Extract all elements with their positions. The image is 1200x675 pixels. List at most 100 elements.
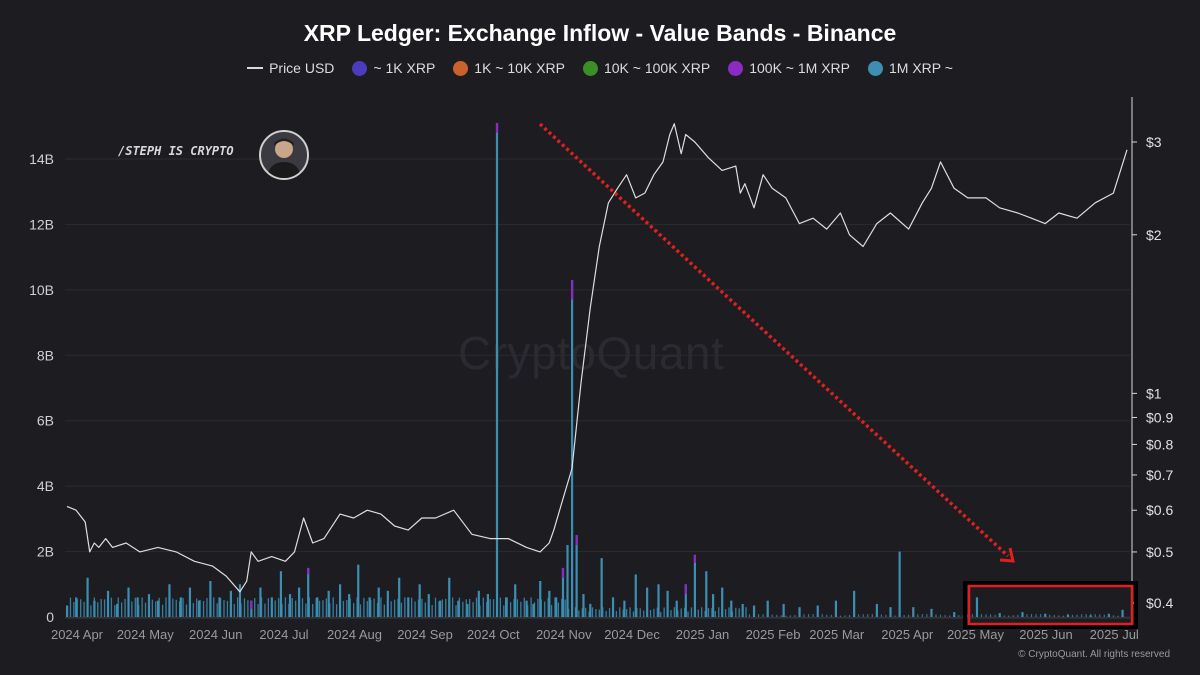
inflow-bar bbox=[994, 614, 996, 617]
inflow-bar bbox=[555, 597, 558, 617]
inflow-bar bbox=[525, 600, 528, 617]
inflow-bar bbox=[623, 600, 626, 617]
inflow-bar bbox=[465, 599, 467, 617]
inflow-bar bbox=[445, 598, 447, 617]
inflow-bar bbox=[277, 598, 280, 617]
inflow-bar bbox=[417, 599, 420, 617]
inflow-bar bbox=[885, 614, 887, 617]
inflow-bar bbox=[90, 605, 92, 617]
inflow-bar bbox=[295, 600, 297, 617]
inflow-bar bbox=[116, 603, 119, 617]
inflow-bar bbox=[880, 614, 882, 617]
inflow-bar bbox=[953, 615, 955, 617]
inflow-bar bbox=[550, 605, 553, 617]
inflow-bar bbox=[530, 597, 532, 617]
inflow-bar bbox=[472, 602, 474, 617]
inflow-bar-100k bbox=[561, 567, 565, 578]
copyright-footer: © CryptoQuant. All rights reserved bbox=[1018, 649, 1170, 660]
inflow-bar bbox=[495, 123, 499, 617]
inflow-bar bbox=[619, 607, 621, 617]
legend-item-1[interactable]: ~ 1K XRP bbox=[352, 60, 435, 76]
inflow-bar bbox=[418, 584, 421, 617]
inflow-bar bbox=[356, 597, 358, 617]
inflow-bar bbox=[1090, 614, 1092, 617]
inflow-bar bbox=[513, 599, 515, 617]
legend-item-4[interactable]: 100K ~ 1M XRP bbox=[728, 60, 850, 76]
inflow-bar bbox=[226, 600, 229, 617]
inflow-bar bbox=[199, 599, 201, 617]
inflow-bar bbox=[1117, 615, 1119, 617]
y-left-tick-label: 6B bbox=[37, 413, 54, 429]
inflow-bar bbox=[666, 608, 669, 617]
inflow-bar bbox=[291, 598, 293, 617]
inflow-bar bbox=[315, 598, 317, 617]
inflow-bar bbox=[780, 615, 782, 617]
inflow-bar bbox=[944, 615, 946, 617]
inflow-bar bbox=[1099, 614, 1101, 617]
inflow-bar bbox=[117, 597, 119, 617]
y-right-tick-label: $0.7 bbox=[1146, 467, 1173, 483]
inflow-bar-100k bbox=[570, 280, 574, 300]
inflow-bar bbox=[758, 614, 760, 617]
inflow-bar bbox=[858, 614, 860, 617]
y-right-tick-label: $2 bbox=[1146, 227, 1162, 243]
x-tick-label: 2024 May bbox=[117, 627, 175, 642]
inflow-bar bbox=[1081, 614, 1083, 617]
inflow-bar bbox=[477, 590, 480, 617]
legend-item-3[interactable]: 10K ~ 100K XRP bbox=[582, 60, 710, 76]
inflow-bar bbox=[349, 598, 351, 617]
inflow-bar bbox=[486, 594, 490, 617]
y-right-tick-label: $0.5 bbox=[1146, 544, 1173, 560]
inflow-bar bbox=[499, 597, 502, 617]
inflow-bar bbox=[514, 584, 517, 617]
inflow-bar bbox=[383, 604, 386, 617]
inflow-bar bbox=[192, 603, 194, 617]
inflow-bar bbox=[346, 600, 348, 617]
inflow-bar bbox=[567, 608, 570, 617]
inflow-bar bbox=[80, 599, 82, 617]
inflow-bar bbox=[660, 612, 662, 617]
inflow-bar bbox=[496, 601, 498, 617]
inflow-bar bbox=[120, 602, 123, 617]
inflow-bar bbox=[721, 609, 723, 617]
inflow-bar bbox=[110, 597, 113, 617]
avatar bbox=[259, 130, 309, 180]
inflow-bar bbox=[66, 605, 68, 617]
y-left-tick-label: 10B bbox=[29, 282, 54, 298]
inflow-bar bbox=[316, 597, 319, 617]
inflow-bar bbox=[175, 599, 177, 617]
inflow-bar bbox=[731, 611, 734, 617]
inflow-bar bbox=[625, 609, 628, 617]
inflow-bar bbox=[605, 611, 607, 617]
inflow-bar bbox=[185, 604, 188, 617]
legend-item-2[interactable]: 1K ~ 10K XRP bbox=[453, 60, 565, 76]
inflow-bar bbox=[148, 598, 150, 617]
legend-item-0[interactable]: Price USD bbox=[247, 60, 334, 76]
inflow-bar bbox=[935, 614, 937, 617]
inflow-bar bbox=[482, 597, 484, 617]
inflow-bar bbox=[693, 554, 697, 617]
inflow-bar bbox=[1121, 609, 1124, 617]
inflow-bar bbox=[520, 601, 522, 617]
inflow-bar bbox=[971, 614, 973, 617]
inflow-bar bbox=[670, 610, 672, 617]
legend-item-5[interactable]: 1M XRP ~ bbox=[868, 60, 953, 76]
inflow-bar bbox=[479, 605, 481, 617]
legend-label: ~ 1K XRP bbox=[373, 60, 436, 76]
inflow-bar bbox=[165, 597, 167, 617]
inflow-bar bbox=[97, 602, 99, 617]
inflow-bar bbox=[178, 601, 181, 617]
inflow-bar bbox=[457, 600, 460, 617]
inflow-bar bbox=[753, 614, 755, 617]
inflow-bar bbox=[393, 599, 396, 617]
annotation-arrow-head bbox=[999, 547, 1015, 563]
inflow-bar bbox=[830, 614, 832, 617]
inflow-bar bbox=[466, 603, 469, 617]
inflow-bar bbox=[1044, 614, 1046, 617]
inflow-bar bbox=[812, 614, 814, 617]
inflow-bar bbox=[144, 602, 147, 617]
inflow-bar bbox=[1085, 614, 1087, 617]
y-left-tick-label: 4B bbox=[37, 478, 54, 494]
inflow-bar bbox=[636, 607, 638, 617]
inflow-bar bbox=[844, 615, 846, 617]
